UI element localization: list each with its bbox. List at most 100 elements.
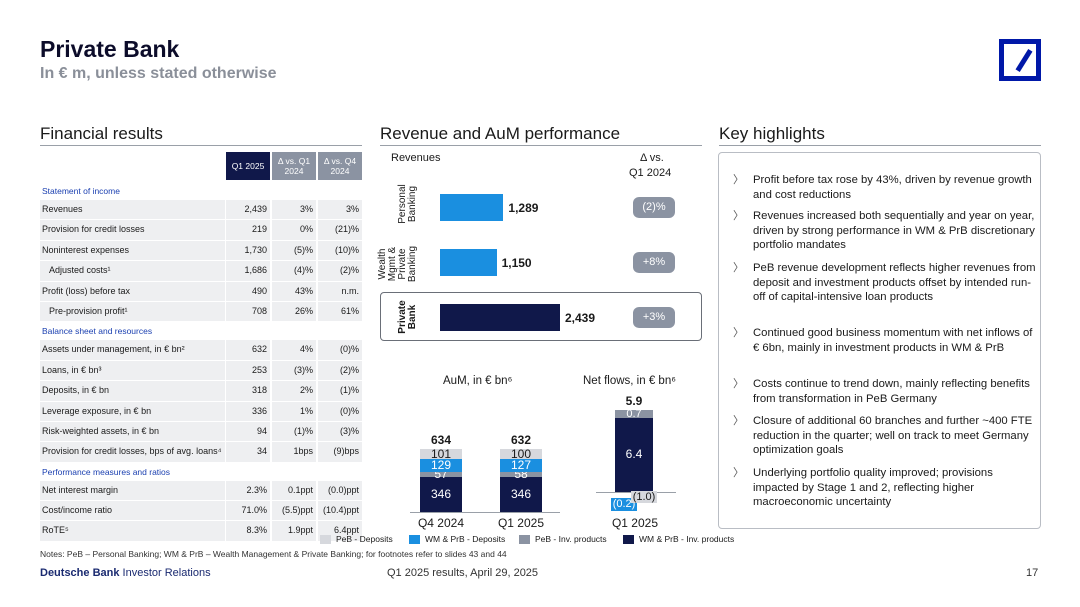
table-row: Net interest margin 2.3% 0.1ppt (0.0)ppt	[40, 480, 362, 501]
page-number: 17	[1026, 567, 1039, 579]
x-axis-label: Q1 2025	[497, 516, 545, 530]
netflow-segment: (1.0)	[631, 491, 657, 503]
aum-chart-title: AuM, in € bn⁶	[443, 375, 513, 387]
row-label: Noninterest expenses	[40, 240, 225, 261]
table-row: Provision for credit losses, bps of avg.…	[40, 442, 362, 462]
delta-badge: (2)%	[633, 197, 675, 218]
cell-value: 94	[226, 421, 270, 442]
legend-label: PeB - Inv. products	[535, 534, 607, 544]
cell-value: 3%	[272, 200, 316, 220]
revenue-value-label: 1,289	[508, 201, 539, 215]
cell-value: 219	[226, 220, 270, 240]
cell-value: (3)%	[318, 421, 362, 442]
delta-period: Q1 2024	[629, 167, 672, 179]
cell-value: 61%	[318, 301, 362, 322]
financial-results-title: Financial results	[40, 124, 163, 143]
category-label: Personal Banking	[397, 184, 418, 224]
chevron-right-icon: 〉	[733, 262, 744, 274]
netflow-segment: (0.2)	[611, 498, 637, 511]
x-axis-label: Q1 2025	[611, 516, 659, 530]
footer-brand: Deutsche Bank Investor Relations	[40, 567, 211, 579]
aum-total: 634	[430, 432, 452, 447]
aum-segment: 127	[500, 459, 542, 472]
highlight-text: Costs continue to trend down, mainly ref…	[753, 378, 1030, 405]
netflow-segment: 6.4	[615, 418, 653, 492]
chevron-right-icon: 〉	[733, 415, 744, 427]
cell-value: (5)%	[272, 240, 316, 261]
cell-value: 253	[226, 360, 270, 381]
aum-segment: 129	[420, 458, 462, 472]
brand-suffix: Investor Relations	[119, 567, 211, 579]
divider	[380, 145, 702, 146]
divider	[40, 145, 362, 146]
cell-value: (1)%	[272, 421, 316, 442]
cell-value: (0)%	[318, 340, 362, 360]
cell-value: (0.0)ppt	[318, 480, 362, 501]
cell-value: 1,730	[226, 240, 270, 261]
chevron-right-icon: 〉	[733, 378, 744, 390]
cell-value: 336	[226, 401, 270, 421]
highlight-text: Revenues increased both sequentially and…	[753, 210, 1035, 251]
column-header: Q1 2025	[226, 152, 270, 180]
revenue-bar	[440, 194, 504, 221]
table-section-header: Balance sheet and resources	[42, 326, 153, 337]
highlight-text: Underlying portfolio quality improved; p…	[753, 467, 993, 508]
table-row: Profit (loss) before tax 490 43% n.m.	[40, 281, 362, 301]
cell-value: 2.3%	[226, 480, 270, 501]
table-row: Provision for credit losses 219 0% (21)%	[40, 220, 362, 240]
highlight-text: PeB revenue development reflects higher …	[753, 262, 1036, 303]
delta-label: Δ vs.	[640, 152, 664, 164]
delta-badge: +3%	[633, 307, 675, 328]
cell-value: 71.0%	[226, 501, 270, 521]
table-row: Risk-weighted assets, in € bn 94 (1)% (3)%	[40, 421, 362, 442]
revenue-bar	[440, 249, 497, 276]
table-row: Deposits, in € bn 318 2% (1)%	[40, 381, 362, 401]
delta-badge: +8%	[633, 252, 675, 273]
netflow-total: 5.9	[625, 394, 643, 409]
highlight-text: Profit before tax rose by 43%, driven by…	[753, 174, 1032, 201]
cell-value: (4)%	[272, 261, 316, 281]
aum-segment: 57	[420, 468, 462, 479]
cell-value: 318	[226, 381, 270, 401]
legend-swatch	[409, 535, 420, 544]
cell-value: (9)bps	[318, 442, 362, 462]
table-section-header: Statement of income	[42, 186, 120, 196]
table-row: RoTE⁵ 8.3% 1.9ppt 6.4ppt	[40, 521, 362, 541]
cell-value: (2)%	[318, 360, 362, 381]
chevron-right-icon: 〉	[733, 467, 744, 479]
key-highlights-title: Key highlights	[719, 124, 825, 143]
legend-swatch	[320, 535, 331, 544]
cell-value: (2)%	[318, 261, 362, 281]
private-bank-highlight-box	[380, 292, 702, 341]
row-label: RoTE⁵	[40, 521, 225, 541]
cell-value: 0.1ppt	[272, 480, 316, 501]
key-highlights-box	[718, 152, 1041, 529]
table-row: Loans, in € bn³ 253 (3)% (2)%	[40, 360, 362, 381]
table-row: Cost/income ratio 71.0% (5.5)ppt (10.4)ppt	[40, 501, 362, 521]
footer-date: Q1 2025 results, April 29, 2025	[387, 567, 539, 579]
delta-header: Δ vs.	[640, 152, 664, 164]
aum-segment: 100	[500, 448, 542, 460]
chevron-right-icon: 〉	[733, 174, 744, 186]
netflows-chart-title: Net flows, in € bn⁶	[583, 375, 676, 387]
cell-value: 0%	[272, 220, 316, 240]
legend-label: PeB - Deposits	[336, 534, 393, 544]
table-section-header: Performance measures and ratios	[42, 466, 171, 477]
highlight-text: Closure of additional 60 branches and fu…	[753, 415, 1033, 456]
table-row: Pre-provision profit¹ 708 26% 61%	[40, 301, 362, 322]
row-label: Provision for credit losses	[40, 220, 225, 240]
row-label: Assets under management, in € bn²	[40, 340, 225, 360]
highlight-text: Continued good business momentum with ne…	[753, 327, 1033, 354]
cell-value: (5.5)ppt	[272, 501, 316, 521]
cell-value: 43%	[272, 281, 316, 301]
row-label: Deposits, in € bn	[40, 381, 225, 401]
column-header: Δ vs. Q1 2024	[272, 152, 316, 180]
row-label: Risk-weighted assets, in € bn	[40, 421, 225, 442]
revenue-bar	[440, 304, 560, 331]
cell-value: 1%	[272, 401, 316, 421]
cell-value: 2%	[272, 381, 316, 401]
table-row: Adjusted costs¹ 1,686 (4)% (2)%	[40, 261, 362, 281]
legend-swatch	[519, 535, 530, 544]
table-row: Revenues 2,439 3% 3%	[40, 200, 362, 220]
netflow-segment: 0.7	[615, 409, 653, 420]
